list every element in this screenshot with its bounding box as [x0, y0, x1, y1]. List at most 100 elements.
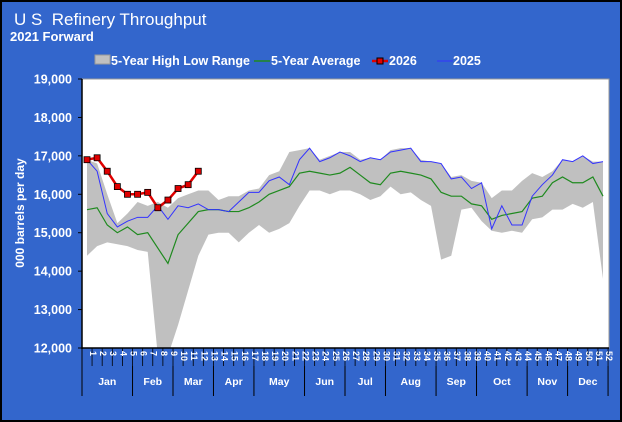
week-label: 51	[594, 351, 604, 361]
marker-2026	[174, 185, 182, 192]
week-label: 29	[371, 351, 381, 361]
marker-2026	[134, 190, 141, 198]
week-label: 6	[139, 351, 149, 356]
week-label: 19	[270, 351, 280, 361]
legend: 5-Year High Low Range 5-Year Average 202…	[94, 54, 481, 68]
week-label: 40	[483, 351, 493, 361]
legend-label-range: 5-Year High Low Range	[111, 54, 250, 68]
week-label: 15	[230, 351, 240, 361]
average-line	[86, 166, 604, 265]
marker-2026	[113, 183, 121, 191]
legend-swatch-range	[94, 54, 111, 65]
week-label: 12	[199, 351, 209, 361]
month-label: Apr	[225, 376, 243, 388]
month-label: Feb	[143, 376, 162, 388]
week-label: 16	[240, 351, 250, 361]
week-label: 42	[503, 351, 513, 361]
week-label: 52	[604, 351, 614, 361]
month-label: Dec	[578, 376, 597, 388]
marker-2026	[164, 196, 172, 204]
y-tick-label: 15,000	[34, 226, 72, 240]
month-label: Sep	[447, 376, 466, 388]
legend-label-2026: 2026	[389, 54, 417, 68]
y-tick-label: 19,000	[34, 73, 72, 87]
week-label: 13	[209, 351, 219, 361]
week-label: 30	[381, 351, 391, 361]
month-label: Jan	[98, 376, 116, 388]
range-band	[87, 148, 603, 348]
week-label: 37	[452, 351, 462, 361]
week-label: 7	[149, 351, 159, 356]
legend-label-average: 5-Year Average	[271, 54, 360, 68]
x-axis: 1 2 3 4 5 6 7 8 9 10 11 12 13 14 15 16 17 18 19 20 21 22 23 24 2…	[81, 347, 614, 396]
week-label: 20	[280, 351, 290, 361]
week-label: 9	[169, 351, 179, 356]
marker-2026	[154, 204, 162, 212]
legend-label-2025: 2025	[453, 54, 481, 68]
month-label: Jul	[358, 376, 373, 388]
week-label: 21	[290, 351, 300, 361]
week-label: 49	[574, 351, 584, 361]
month-label: Nov	[537, 376, 557, 388]
week-label: 36	[442, 351, 452, 361]
y-tick-label: 13,000	[34, 303, 72, 317]
month-label: Mar	[184, 376, 203, 388]
y-tick-label: 12,000	[34, 342, 72, 356]
legend-marker-2026	[376, 57, 384, 65]
week-label: 50	[584, 351, 594, 361]
week-label: 45	[533, 351, 543, 361]
week-label: 5	[128, 351, 138, 356]
week-label: 35	[432, 351, 442, 361]
week-label: 18	[260, 351, 270, 361]
week-label: 47	[553, 351, 563, 361]
week-label: 10	[179, 351, 189, 361]
marker-2026	[144, 188, 152, 196]
week-label: 39	[472, 351, 482, 361]
y-tick-label: 17,000	[34, 149, 72, 163]
plot-marks	[83, 147, 604, 348]
week-label: 34	[422, 351, 432, 361]
week-label: 14	[220, 351, 230, 361]
week-label: 25	[331, 351, 341, 361]
month-label: Oct	[493, 376, 511, 388]
week-label: 2	[98, 351, 108, 356]
week-label: 17	[250, 351, 260, 361]
y-tick-label: 16,000	[34, 188, 72, 202]
week-label: 28	[361, 351, 371, 361]
week-label: 24	[321, 351, 331, 361]
week-label: 41	[493, 351, 503, 361]
week-label: 22	[300, 351, 310, 361]
week-label: 4	[118, 351, 128, 356]
marker-2026	[93, 154, 101, 162]
y-axis-title: 000 barrels per day	[13, 158, 27, 268]
week-label: 32	[402, 351, 412, 361]
week-label: 8	[159, 351, 169, 356]
month-label: Aug	[401, 376, 421, 388]
week-label: 27	[351, 351, 361, 361]
line-2025	[86, 147, 604, 231]
y-axis: 19,000 18,000 17,000 16,000 15,000 14,000 13,0…	[34, 73, 83, 356]
week-label: 23	[311, 351, 321, 361]
marker-2026	[184, 181, 192, 189]
week-label: 31	[392, 351, 402, 361]
week-label: 11	[189, 351, 199, 361]
week-label: 33	[412, 351, 422, 361]
week-label: 38	[462, 351, 472, 361]
y-tick-label: 14,000	[34, 265, 72, 279]
week-label: 44	[523, 351, 533, 361]
marker-2026	[124, 190, 131, 198]
marker-2026	[194, 167, 202, 175]
chart-subtitle: 2021 Forward	[10, 29, 94, 44]
marker-2026	[103, 167, 111, 175]
week-label: 26	[341, 351, 351, 361]
week-label: 46	[543, 351, 553, 361]
week-label: 1	[88, 351, 98, 356]
week-label: 48	[564, 351, 574, 361]
month-label: Jun	[315, 376, 334, 388]
week-label: 3	[108, 351, 118, 356]
marker-2026	[83, 156, 91, 164]
month-label: May	[269, 376, 290, 388]
chart-title: U S Refinery Throughput	[14, 10, 207, 29]
week-label: 43	[513, 351, 523, 361]
